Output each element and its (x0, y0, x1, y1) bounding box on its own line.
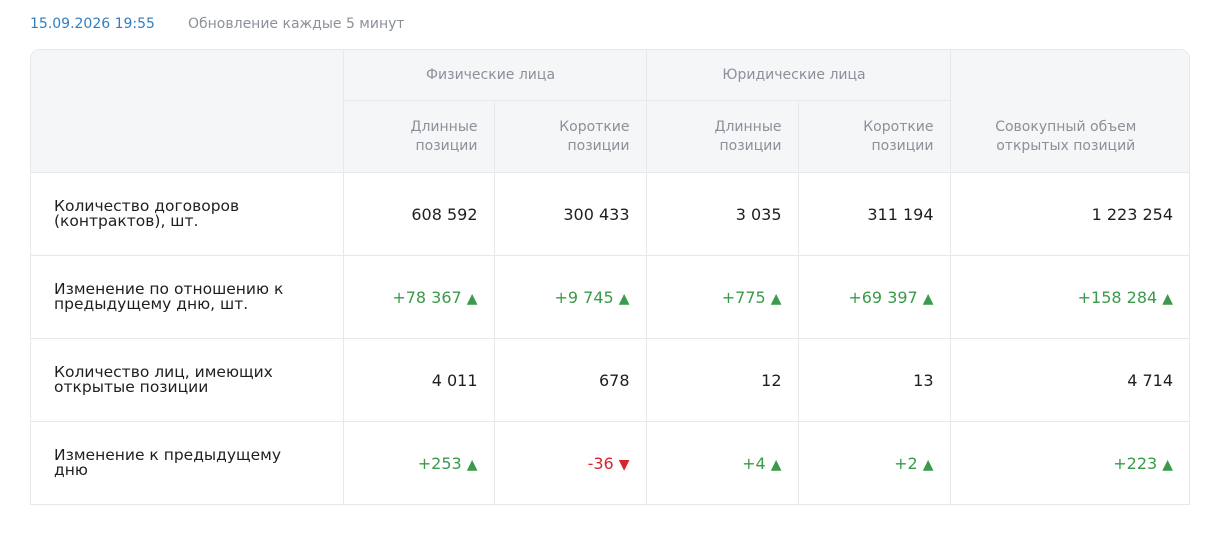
value-cell: 1 223 254 (949, 172, 1189, 256)
value-cell: -36 (493, 421, 647, 504)
value-cell: 13 (797, 338, 951, 422)
value-cell: +9 745 (493, 255, 647, 339)
table-row: Количество лиц, имеющих открытые позиции… (31, 338, 1189, 422)
update-note: Обновление каждые 5 минут (188, 16, 405, 32)
column-header: Длинные позиции (343, 100, 495, 173)
value-cell: +78 367 (342, 255, 495, 339)
column-header: Короткие позиции (493, 100, 647, 173)
value-cell: 300 433 (493, 172, 647, 256)
value-cell: 4 011 (342, 338, 495, 422)
value-cell: +69 397 (797, 255, 951, 339)
row-label: Количество лиц, имеющих открытые позиции (54, 363, 273, 396)
table-row: Количество договоров (контрактов), шт. 60… (31, 172, 1189, 256)
column-header-text: Короткие позиции (863, 118, 934, 154)
value-cell: +158 284 (949, 255, 1189, 339)
row-label-cell: Изменение к предыдущему дню (31, 421, 344, 504)
value-cell: 12 (645, 338, 799, 422)
row-label: Изменение по отношению к предыдущему дню… (54, 280, 284, 313)
column-header: Короткие позиции (797, 100, 951, 173)
table-container: Физические лица Юридические лица Совокуп… (30, 49, 1190, 505)
table-body: Количество договоров (контрактов), шт. 60… (31, 172, 1189, 504)
column-header-text: Короткие позиции (559, 118, 630, 154)
value-cell: +775 (645, 255, 799, 339)
value-cell: +253 (342, 421, 495, 504)
row-label-cell: Количество договоров (контрактов), шт. (31, 172, 344, 256)
value-cell: +2 (797, 421, 951, 504)
row-label: Изменение к предыдущему дню (54, 446, 282, 479)
value-cell: 3 035 (645, 172, 799, 256)
column-header-text: Длинные позиции (410, 118, 478, 154)
table-row: Изменение по отношению к предыдущему дню… (31, 255, 1189, 339)
column-header: Совокупный объем открытых позиций (949, 50, 1189, 173)
positions-table: Физические лица Юридические лица Совокуп… (31, 50, 1189, 504)
value-cell: 4 714 (949, 338, 1189, 422)
column-header: Длинные позиции (645, 100, 799, 173)
table-row: Изменение к предыдущему дню +253-36+4+2+2… (31, 421, 1189, 504)
status-bar: 15.09.2026 19:55 Обновление каждые 5 мин… (30, 16, 405, 32)
value-cell: +4 (645, 421, 799, 504)
value-cell: 608 592 (342, 172, 495, 256)
group-header: Физические лица (342, 50, 647, 101)
corner-cell (31, 50, 344, 173)
column-header-text: Совокупный объем открытых позиций (995, 119, 1137, 154)
value-cell: 678 (493, 338, 647, 422)
row-label: Количество договоров (контрактов), шт. (54, 197, 240, 230)
timestamp: 15.09.2026 19:55 (30, 16, 155, 32)
row-label-cell: Количество лиц, имеющих открытые позиции (31, 338, 344, 422)
value-cell: 311 194 (797, 172, 951, 256)
row-label-cell: Изменение по отношению к предыдущему дню… (31, 255, 344, 339)
group-header: Юридические лица (645, 50, 951, 101)
value-cell: +223 (949, 421, 1189, 504)
column-header-text: Длинные позиции (714, 118, 782, 154)
